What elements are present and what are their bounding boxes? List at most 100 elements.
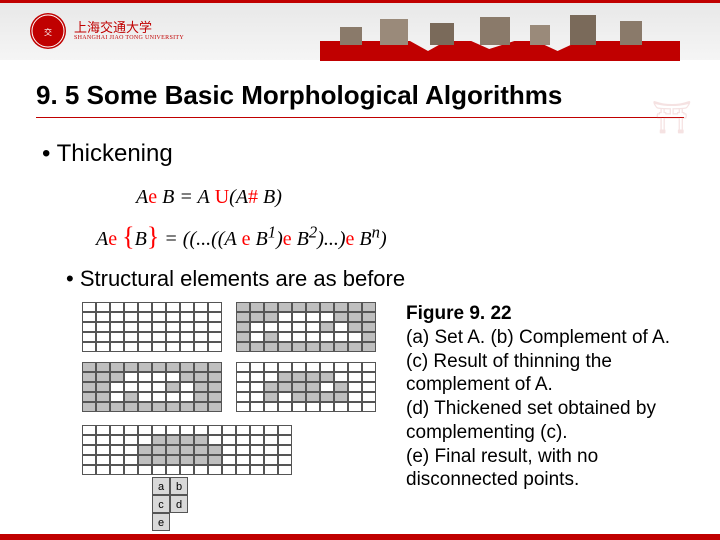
grid-cell (208, 465, 222, 475)
grid-cell (82, 382, 96, 392)
grid-cell (348, 322, 362, 332)
grid-cell (208, 312, 222, 322)
grid-cell (96, 425, 110, 435)
grid-cell (82, 342, 96, 352)
grid-cell (320, 312, 334, 322)
grid-cell (362, 392, 376, 402)
grid-cell (138, 312, 152, 322)
grid-cell (306, 312, 320, 322)
grid-cell (250, 362, 264, 372)
grid-cell (236, 455, 250, 465)
caption-line: (e) Final result, with no disconnected p… (406, 446, 598, 491)
figure-row: abcde Figure 9. 22 (a) Set A. (b) Comple… (82, 302, 684, 531)
grid-cell (278, 322, 292, 332)
grid-cell (110, 445, 124, 455)
grid-cell (208, 302, 222, 312)
grid-cell (152, 372, 166, 382)
grid-cell (362, 342, 376, 352)
grid-cell (250, 382, 264, 392)
equation-2: Ae {B} = ((...((A e B1)e B2)...)e Bn) (96, 222, 684, 250)
grid-cell (264, 332, 278, 342)
grid-cell (138, 362, 152, 372)
caption-line: (d) Thickened set obtained by complement… (406, 398, 656, 443)
grid-cell (110, 332, 124, 342)
grid-cell (250, 392, 264, 402)
grid-cell (208, 332, 222, 342)
grid-cell (236, 342, 250, 352)
grid-cell (250, 332, 264, 342)
grid-cell (264, 342, 278, 352)
grid-cell (236, 382, 250, 392)
grid-cell (320, 362, 334, 372)
grid-cell (278, 425, 292, 435)
grid-cell (278, 382, 292, 392)
grid-cell (138, 425, 152, 435)
grid-b (236, 302, 376, 352)
grid-cell (264, 392, 278, 402)
grid-cell (152, 435, 166, 445)
grid-cell (96, 312, 110, 322)
grid-cell (362, 302, 376, 312)
grid-cell (250, 445, 264, 455)
equation-1: Ae B = A U(A# B) (136, 186, 684, 214)
grid-cell (208, 435, 222, 445)
grid-cell (250, 302, 264, 312)
grid-cell (306, 362, 320, 372)
grid-cell (250, 455, 264, 465)
grid-cell (250, 312, 264, 322)
grid-cell (334, 392, 348, 402)
grid-cell (124, 382, 138, 392)
grid-cell (292, 302, 306, 312)
grid-cell (264, 382, 278, 392)
grid-cell (334, 362, 348, 372)
grid-cell (110, 312, 124, 322)
grid-cell (138, 342, 152, 352)
grid-cell (194, 465, 208, 475)
grid-cell (152, 382, 166, 392)
grid-cell (194, 392, 208, 402)
grid-cell (110, 392, 124, 402)
grid-cell (236, 445, 250, 455)
grid-cell (124, 392, 138, 402)
grid-cell (208, 392, 222, 402)
grid-cell (194, 455, 208, 465)
grid-cell (82, 392, 96, 402)
grid-cell (180, 435, 194, 445)
grid-cell (96, 435, 110, 445)
grid-cell (166, 382, 180, 392)
header-photo (320, 9, 680, 59)
grid-cell (208, 362, 222, 372)
grid-cell (166, 332, 180, 342)
grid-cell (292, 332, 306, 342)
grid-cell (222, 435, 236, 445)
grid-cell (264, 302, 278, 312)
grid-cell (264, 465, 278, 475)
buildings-icon (320, 9, 680, 59)
grid-cell (250, 322, 264, 332)
grid-cell (138, 402, 152, 412)
grid-cell (278, 362, 292, 372)
grid-cell (194, 402, 208, 412)
grid-cell (208, 425, 222, 435)
grid-cell (110, 372, 124, 382)
grid-cell (362, 382, 376, 392)
grid-cell (180, 332, 194, 342)
grid-cell (82, 465, 96, 475)
grid-cell (278, 465, 292, 475)
grid-cell (152, 425, 166, 435)
grid-cell (124, 425, 138, 435)
grid-cell (96, 372, 110, 382)
grid-cell (180, 312, 194, 322)
grid-cell (180, 455, 194, 465)
grid-cell (264, 455, 278, 465)
grid-cell (208, 445, 222, 455)
grid-cell (194, 332, 208, 342)
grid-cell (82, 402, 96, 412)
grid-cell (222, 425, 236, 435)
university-name: 上海交通大学 SHANGHAI JIAO TONG UNIVERSITY (74, 21, 184, 42)
grid-cell (292, 312, 306, 322)
grid-cell (110, 362, 124, 372)
grid-cell (278, 372, 292, 382)
slide-header: 交 上海交通大学 SHANGHAI JIAO TONG UNIVERSITY (0, 0, 720, 60)
grid-cell (320, 402, 334, 412)
